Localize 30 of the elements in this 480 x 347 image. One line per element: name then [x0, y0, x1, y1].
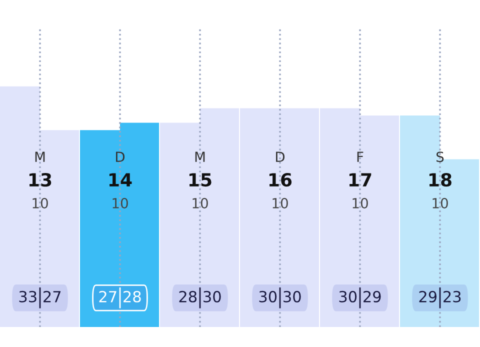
annotation: 15 [189, 173, 212, 187]
data-label: 29 [364, 290, 381, 302]
data-label: 30 [204, 290, 221, 302]
data-label: 27 [44, 290, 61, 302]
data-label: 30 [339, 290, 357, 302]
data-label: 33 [19, 290, 36, 302]
annotation: 10 [192, 198, 208, 208]
data-label: 28 [124, 290, 141, 302]
data-label: 29 [419, 290, 437, 302]
annotation: 10 [432, 198, 448, 208]
data-label: 30 [284, 290, 301, 302]
data-label: 30 [259, 290, 277, 302]
x-tick-label: F [357, 152, 364, 162]
annotation: 17 [349, 173, 372, 186]
x-tick-label: D [116, 152, 125, 162]
x-tick-label: M [35, 152, 45, 162]
data-label: 28 [179, 290, 197, 302]
x-tick-label: S [436, 152, 444, 162]
data-label: 23 [444, 290, 461, 302]
annotation: 10 [272, 198, 288, 208]
annotation: 10 [32, 198, 48, 208]
x-tick-label: M [195, 152, 205, 162]
annotation: 16 [269, 172, 292, 187]
annotation: 13 [29, 172, 52, 187]
annotation: 10 [352, 198, 368, 208]
x-tick-label: D [276, 152, 285, 162]
annotation: 18 [429, 172, 452, 187]
annotation: 14 [109, 173, 132, 186]
data-label: 27 [99, 290, 116, 302]
annotation: 10 [112, 198, 128, 208]
